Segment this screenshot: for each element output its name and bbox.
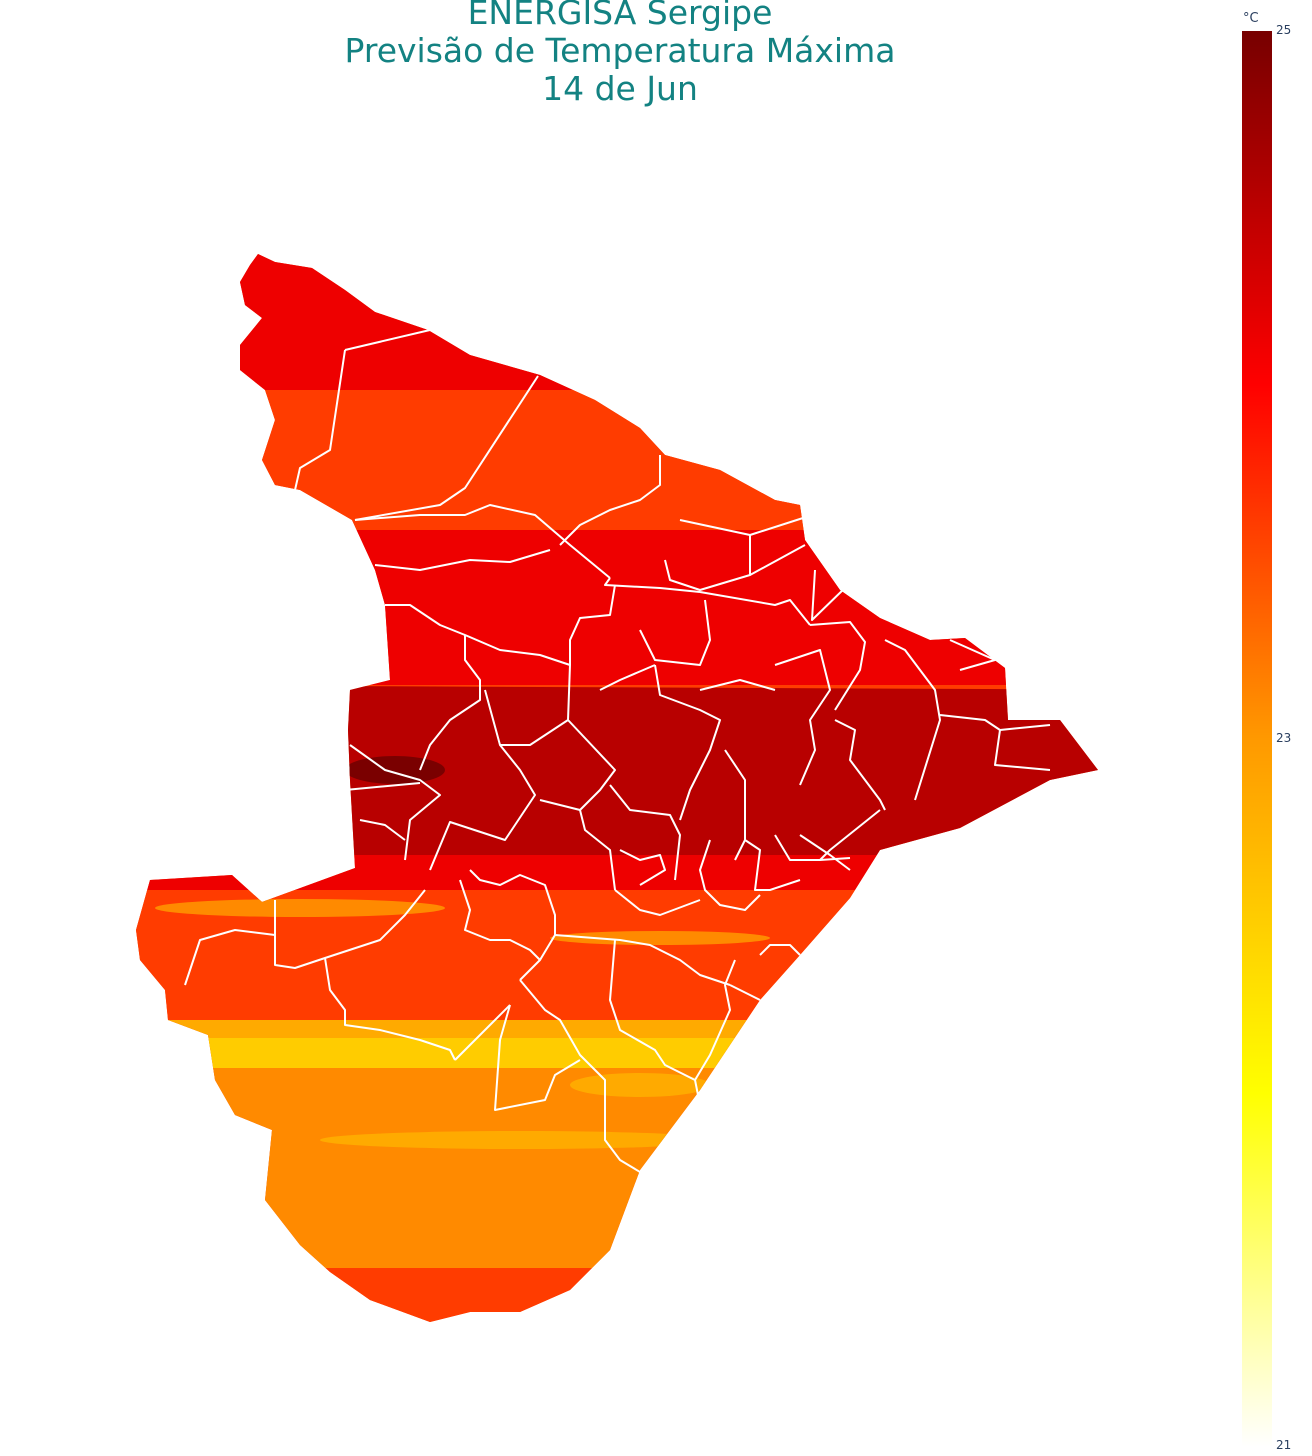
boundary-line [664,519,751,591]
colorbar-tick-mid: 23 [1276,731,1292,745]
band-far-north [136,254,1098,390]
boundary-line [419,635,481,771]
municipality-boundaries [184,329,1051,1176]
band-central-south [136,855,1098,890]
boundary-line [694,959,736,1081]
boundary-line [519,979,646,1176]
boundary-line [809,621,866,711]
band-south [136,1068,1098,1268]
boundary-line [699,591,811,626]
boundary-line [539,719,616,811]
band-far-south [136,1268,1098,1322]
colorbar-tick-min: 21 [1276,1438,1292,1452]
boundary-line [324,957,456,1061]
boundary-line [654,664,721,821]
title-date: 14 de Jun [542,69,698,108]
title-company: ENERGISA Sergipe [467,0,773,32]
boundary-line [519,934,556,981]
colorbar-tick-max: 25 [1276,23,1292,37]
boundary-line [579,809,616,891]
boundary-line [604,577,701,593]
streak-south [320,1131,720,1149]
boundary-line [454,1004,511,1061]
band-south-yellow [136,1038,1098,1068]
boundary-line [614,889,701,916]
boundary-line [744,839,801,891]
streak-south-central [155,899,445,917]
boundary-line [559,455,661,546]
boundary-line [749,517,804,536]
boundary-line [344,329,431,351]
state-region [136,254,1098,1322]
boundary-line [699,679,776,691]
boundary-line [699,839,761,911]
band-north-central [136,530,1098,685]
boundary-line [609,784,681,881]
boundary-line [554,934,731,986]
boundary-line [494,1004,581,1111]
band-south-strip [136,1020,1098,1038]
boundary-line [834,719,886,811]
boundary-line [949,639,996,671]
temperature-bands [136,254,1098,1322]
boundary-line [999,724,1051,731]
colorbar-unit: °C [1243,11,1259,26]
boundary-line [799,834,851,871]
boundary-line [774,649,831,786]
boundary-line [354,375,539,521]
streak-center [550,931,770,945]
map-title: ENERGISA Sergipe Previsão de Temperatura… [0,0,1240,108]
boundary-line [729,984,761,1001]
boundary-line [349,744,441,861]
band-north [136,390,1098,530]
title-subject: Previsão de Temperatura Máxima [344,31,896,70]
boundary-line [724,749,746,861]
boundary-line [184,929,276,986]
boundary-line [294,349,346,491]
boundary-line [459,879,541,961]
colorbar [1242,31,1272,1447]
boundary-line [569,584,616,665]
boundary-line [354,504,611,579]
boundary-line [429,744,536,871]
boundary-line [599,664,656,691]
boundary-line [811,569,849,621]
hotspot-west [345,756,445,784]
boundary-line [819,809,881,861]
boundary-line [359,819,406,841]
band-central [136,685,1098,855]
boundary-line [484,664,571,746]
boundary-line [759,944,801,956]
boundary-line [884,639,941,801]
boundary-line [619,849,666,886]
boundary-line [749,544,806,576]
boundary-line [374,549,551,571]
boundary-line [639,599,711,666]
boundary-line [469,869,556,935]
boundary-line [344,782,421,791]
